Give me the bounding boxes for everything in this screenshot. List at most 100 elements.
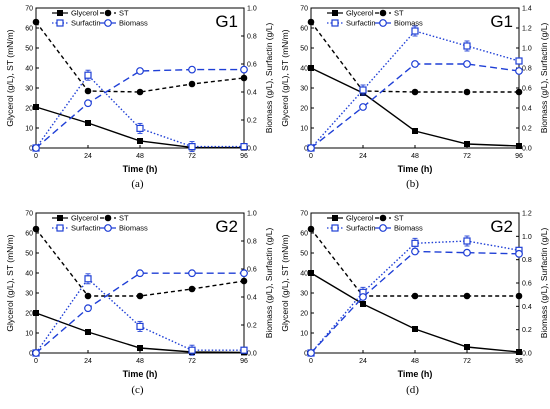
- legend-entry-st: ST: [100, 9, 129, 18]
- series-line: [35, 68, 244, 149]
- data-point: [32, 144, 40, 152]
- x-axis-label: Time (h): [398, 164, 433, 174]
- data-point: [240, 65, 248, 74]
- x-tick-label: 72: [463, 153, 471, 160]
- data-point: [359, 103, 367, 111]
- x-axis-label: Time (h): [123, 164, 158, 174]
- y-left-tick-label: 50: [300, 251, 308, 258]
- series-biomass: [307, 247, 523, 357]
- panel-title: G1: [490, 12, 513, 31]
- legend-label: Glycerol: [346, 214, 374, 223]
- legend-entry-surfactin: Surfactin: [327, 19, 376, 28]
- legend-marker: [379, 9, 387, 17]
- y-right-axis-label: Biomass (g/L), Surfactin (g/L): [539, 228, 549, 339]
- y-right-tick-label: 0.0: [247, 146, 257, 153]
- series-surfactin: [32, 69, 248, 153]
- data-point: [412, 326, 418, 332]
- y-left-tick-label: 20: [300, 106, 308, 113]
- x-tick-label: 0: [34, 358, 38, 365]
- data-point: [137, 138, 143, 144]
- y-right-tick-label: 0.8: [247, 34, 257, 41]
- y-left-tick-label: 60: [25, 26, 33, 33]
- data-point: [515, 88, 523, 96]
- legend-marker: [379, 19, 387, 27]
- data-point: [188, 143, 196, 151]
- y-right-tick-label: 0.8: [522, 66, 532, 73]
- chart-panel-2: 0 24 48 72 96 0 10 20 30 40 50 60 70 0.0 0.2 0.4 0.6 0.8 1…: [5, 211, 274, 380]
- x-tick-label: 24: [359, 153, 367, 160]
- data-point: [515, 67, 523, 75]
- data-point: [515, 249, 523, 258]
- data-point: [136, 292, 144, 300]
- legend-label: Biomass: [119, 224, 148, 233]
- y-left-tick-label: 50: [25, 251, 33, 258]
- legend-marker: [332, 10, 338, 16]
- y-right-tick-label: 0.8: [522, 257, 532, 264]
- y-left-tick-label: 70: [25, 211, 33, 218]
- panel-caption-a: (a): [131, 178, 144, 190]
- legend-label: ST: [394, 9, 404, 18]
- data-point: [464, 141, 470, 147]
- legend-marker: [332, 215, 338, 221]
- data-point: [32, 225, 40, 233]
- y-right-tick-label: 0.4: [247, 295, 257, 302]
- legend-label: Biomass: [394, 19, 423, 28]
- series-line: [35, 272, 244, 354]
- data-point: [32, 349, 40, 357]
- chart-panel-3: 0 24 48 72 96 0 10 20 30 40 50 60 70 0.0 0.2 0.4 0.6 0.8 1…: [280, 211, 549, 380]
- data-point: [136, 67, 144, 75]
- data-point: [359, 86, 367, 94]
- y-left-tick-label: 40: [25, 66, 33, 73]
- data-point: [188, 269, 196, 278]
- y-left-tick-label: 0: [304, 146, 308, 153]
- data-point: [516, 349, 522, 355]
- legend-marker: [56, 19, 64, 27]
- chart-panel-1: 0 24 48 72 96 0 10 20 30 40 50 60 70 0.0 0.2 0.4 0.6 0.8 1…: [280, 6, 549, 175]
- y-right-tick-label: 0.8: [247, 239, 257, 246]
- legend-label: Glycerol: [71, 214, 99, 223]
- data-point: [84, 292, 92, 300]
- y-right-tick-label: 0.6: [247, 267, 257, 274]
- x-tick-label: 24: [84, 153, 92, 160]
- data-point: [84, 99, 92, 108]
- data-point: [85, 329, 91, 335]
- series-biomass: [307, 60, 523, 152]
- data-point: [411, 88, 419, 96]
- x-tick-label: 48: [136, 153, 144, 160]
- plot-frame: [35, 212, 245, 354]
- data-point: [136, 124, 144, 133]
- panel-title: G1: [215, 12, 238, 31]
- y-left-tick-label: 10: [300, 126, 308, 133]
- legend-label: Biomass: [394, 224, 423, 233]
- y-left-tick-label: 40: [300, 66, 308, 73]
- data-point: [307, 349, 315, 357]
- y-left-tick-label: 20: [25, 311, 33, 318]
- data-point: [360, 301, 366, 307]
- y-right-axis-label: Biomass (g/L), Surfactin (g/L): [264, 23, 274, 134]
- data-point: [411, 239, 419, 247]
- legend-entry-surfactin: Surfactin: [327, 224, 376, 233]
- data-point: [32, 18, 40, 26]
- data-point: [84, 304, 92, 313]
- y-right-tick-label: 0.2: [522, 126, 532, 133]
- legend-label: Glycerol: [346, 9, 374, 18]
- data-point: [33, 104, 39, 110]
- y-left-tick-label: 50: [300, 46, 308, 53]
- x-tick-label: 96: [240, 358, 248, 365]
- series-st: [307, 225, 523, 300]
- data-point: [84, 71, 92, 79]
- data-point: [463, 60, 471, 68]
- x-tick-label: 96: [515, 153, 523, 160]
- legend-label: ST: [119, 214, 129, 223]
- y-left-tick-label: 60: [300, 26, 308, 33]
- legend-entry-biomass: Biomass: [375, 19, 423, 28]
- series-line: [310, 30, 520, 149]
- legend-label: ST: [394, 214, 404, 223]
- legend-entry-st: ST: [375, 9, 404, 18]
- series-glycerol: [308, 270, 522, 355]
- data-point: [464, 344, 470, 350]
- y-left-tick-label: 10: [300, 331, 308, 338]
- data-point: [515, 57, 523, 65]
- panel-caption-b: (b): [406, 178, 419, 190]
- series-line: [35, 21, 245, 93]
